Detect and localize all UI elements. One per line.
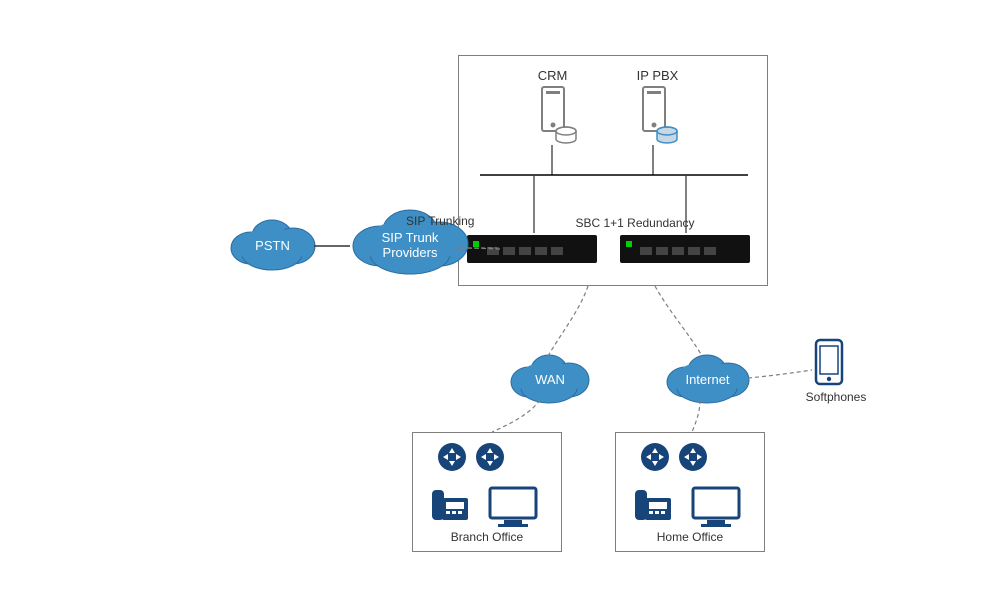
softphone-icon (812, 338, 846, 390)
branch-office-label: Branch Office (412, 530, 562, 544)
softphone-label: Softphones (796, 390, 876, 404)
diagram-root: { "colors": { "cloud_fill": "#3e8fc6", "… (0, 0, 1000, 601)
home-office-label: Home Office (615, 530, 765, 544)
